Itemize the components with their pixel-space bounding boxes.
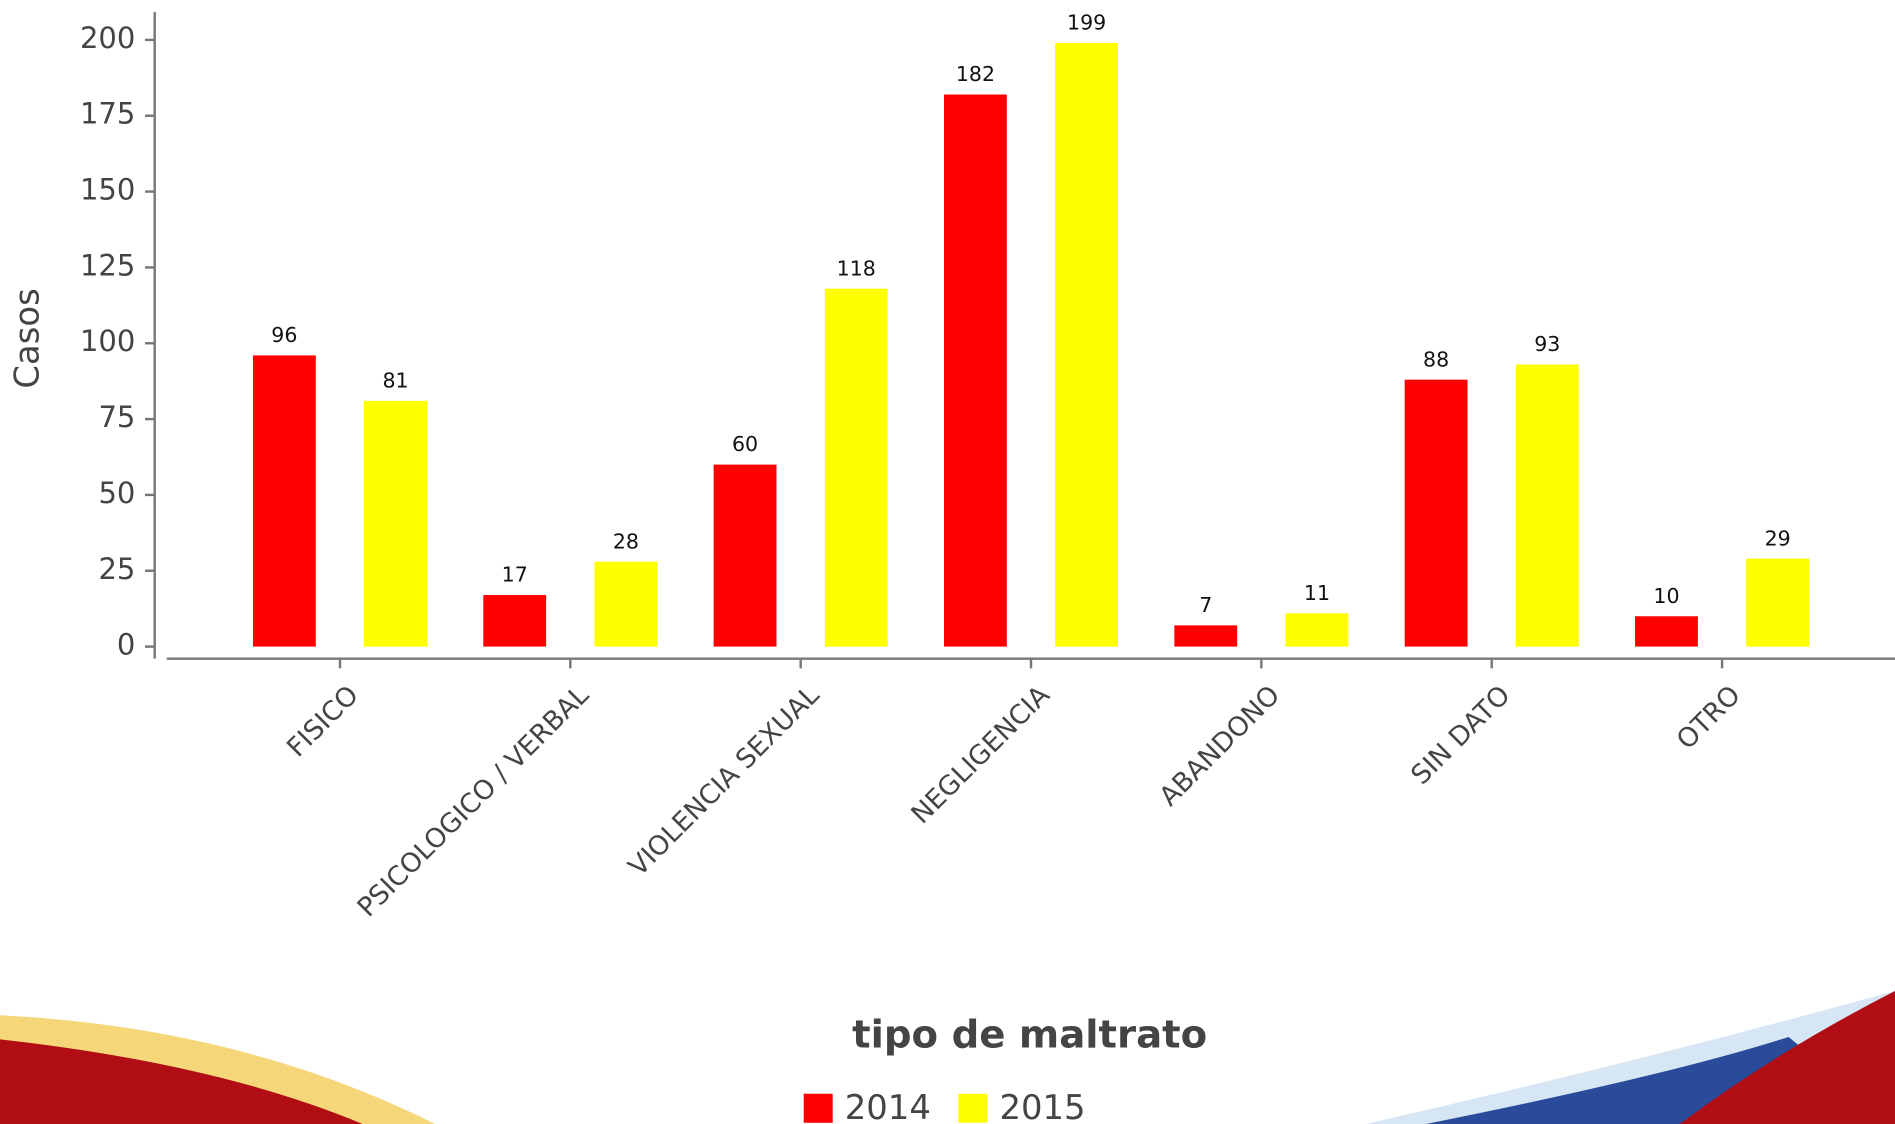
y-tick-label: 150 xyxy=(80,173,135,207)
bar xyxy=(1055,42,1119,647)
bar xyxy=(364,400,427,647)
legend-label: 2014 xyxy=(845,1088,931,1124)
value-label: 29 xyxy=(1765,526,1791,550)
x-tick-label: PSICOLOGICO / VERBAL xyxy=(352,680,596,924)
y-tick-label: 75 xyxy=(98,400,135,434)
x-tick-label: SIN DATO xyxy=(1405,680,1516,791)
legend-swatch xyxy=(803,1093,833,1123)
value-label: 199 xyxy=(1067,11,1106,35)
bar xyxy=(252,355,316,647)
value-label: 10 xyxy=(1653,584,1679,608)
x-tick-label: FISICO xyxy=(281,680,365,764)
value-label: 81 xyxy=(382,369,408,393)
value-label: 17 xyxy=(502,563,528,587)
y-tick-label: 0 xyxy=(117,628,135,662)
y-tick-label: 25 xyxy=(98,552,135,586)
bar xyxy=(713,464,777,647)
x-tick-label: VIOLENCIA SEXUAL xyxy=(623,680,826,883)
bar xyxy=(1746,558,1810,647)
value-label: 7 xyxy=(1199,593,1212,617)
y-tick-label: 175 xyxy=(80,97,135,131)
bar xyxy=(1515,364,1579,647)
bar xyxy=(943,94,1007,647)
value-label: 28 xyxy=(613,529,639,553)
y-tick-label: 100 xyxy=(80,324,135,358)
value-label: 182 xyxy=(956,62,995,86)
x-tick-label: OTRO xyxy=(1671,680,1747,756)
x-tick-label: ABANDONO xyxy=(1153,680,1286,813)
bar xyxy=(1635,616,1698,647)
y-axis-title: Casos xyxy=(8,288,47,388)
bar xyxy=(594,561,658,647)
bar xyxy=(824,288,888,647)
legend-swatch xyxy=(958,1093,988,1123)
bar xyxy=(1404,379,1468,647)
x-axis-title: tipo de maltrato xyxy=(852,1012,1207,1057)
value-label: 60 xyxy=(732,432,758,456)
value-label: 11 xyxy=(1304,581,1330,605)
bar xyxy=(1174,625,1238,647)
decoration xyxy=(0,991,1895,1124)
y-tick-label: 200 xyxy=(80,21,135,55)
bar xyxy=(1285,613,1349,647)
y-tick-label: 125 xyxy=(80,248,135,282)
value-label: 96 xyxy=(271,323,297,347)
value-label: 93 xyxy=(1534,332,1560,356)
value-label: 118 xyxy=(837,256,876,280)
bar xyxy=(483,595,547,647)
x-tick-label: NEGLIGENCIA xyxy=(905,680,1055,830)
value-label: 88 xyxy=(1423,347,1449,371)
legend-label: 2015 xyxy=(999,1088,1085,1124)
y-tick-label: 50 xyxy=(98,476,135,510)
